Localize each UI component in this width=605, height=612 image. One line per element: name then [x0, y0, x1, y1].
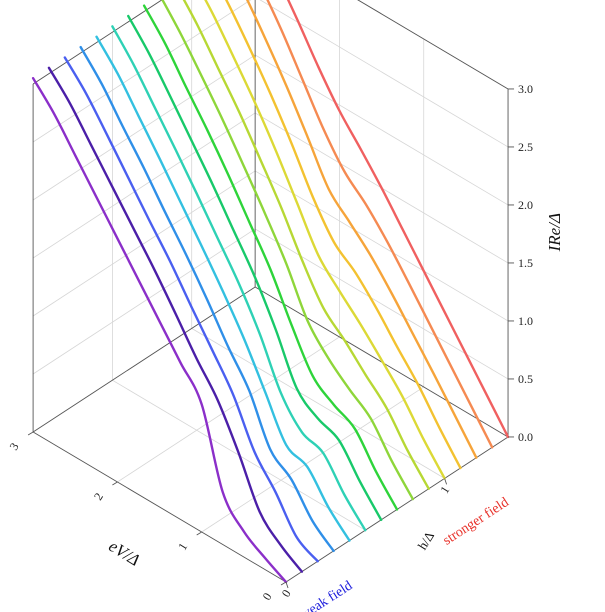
series-line-h-0.2: [63, 56, 319, 563]
series-line-h-1.3: [266, 0, 494, 449]
x-axis-title: eV/Δ: [105, 536, 143, 569]
series-line-h-0.9: [182, 0, 430, 490]
series-line-h-0.5: [111, 25, 367, 532]
z-tick-label: 1.5: [518, 256, 533, 270]
gridline-z-left: [32, 170, 256, 317]
frame-edge: [357, 0, 509, 90]
x-tick-label: 2: [91, 490, 106, 503]
gridline-floor-x: [201, 386, 424, 533]
gridline-z-left: [32, 0, 252, 143]
series-line-h-0.3: [79, 45, 335, 553]
h-tick-label: 1: [437, 483, 452, 496]
series-line-h-1: [204, 0, 446, 480]
x-tick-mark: [196, 531, 202, 536]
gridline-z-back: [254, 170, 509, 322]
series-line-h-1.4: [286, 0, 510, 439]
frame-edge: [32, 0, 163, 85]
series-line-h-0.7: [142, 4, 399, 511]
x-tick-label: 1: [175, 540, 190, 553]
frame-edge: [32, 286, 256, 433]
gridline-z-back: [254, 228, 509, 380]
h-tick-mark: [285, 581, 289, 589]
series-line-h-0.1: [47, 66, 304, 573]
tick-layer: 0.0 0.5 1.0 1.5 2.0 2.5 3.0 0 1 2 3 0 1: [7, 82, 533, 603]
z-tick-label: 3.0: [518, 82, 533, 96]
series-line-h-1.2: [245, 0, 478, 459]
frame-edge: [32, 431, 287, 583]
annotation-weak-field: weak field: [298, 578, 355, 612]
gridline-floor-h: [191, 328, 445, 479]
gridline-z-back: [254, 54, 509, 206]
y-axis-title: h/Δ: [415, 529, 438, 553]
x-tick-label: 0: [259, 590, 274, 603]
series-line-h-0.6: [127, 14, 383, 522]
z-tick-label: 1.0: [518, 314, 533, 328]
gridline-z-back: [259, 0, 509, 148]
gridline-z-left: [32, 228, 256, 375]
z-axis-title: IRe/Δ: [545, 213, 564, 252]
z-tick-label: 0.5: [518, 372, 533, 386]
gridline-floor-x: [117, 336, 340, 483]
x-tick-mark: [27, 431, 34, 436]
x-tick-mark: [280, 581, 287, 586]
series-line-h-1.1: [224, 0, 462, 470]
z-tick-label: 2.0: [518, 198, 533, 212]
x-tick-mark: [112, 481, 118, 486]
series-layer: [31, 0, 510, 584]
gridline-z-left: [32, 112, 256, 259]
x-tick-label: 3: [7, 440, 22, 453]
series-line-h-0.8: [161, 0, 415, 501]
z-tick-label: 2.5: [518, 140, 533, 154]
gridline-z-back: [357, 0, 509, 90]
series-line-h-0.4: [95, 35, 351, 542]
h-tick-label: 0: [279, 587, 294, 600]
z-tick-label: 0.0: [518, 430, 533, 444]
h-tick-mark: [444, 478, 448, 485]
annotation-stronger-field: stronger field: [441, 495, 512, 548]
series-line-h-0: [31, 77, 288, 584]
